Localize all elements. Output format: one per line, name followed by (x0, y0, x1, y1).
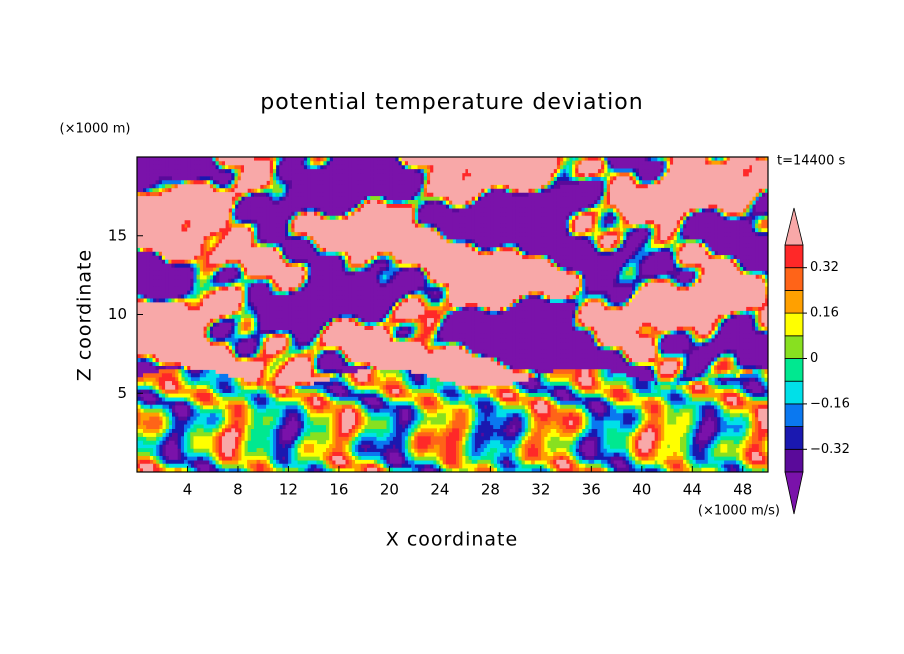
colorbar-box (784, 267, 804, 291)
x-tick-label: 48 (733, 481, 752, 499)
x-tick-label: 44 (683, 481, 702, 499)
colorbar-tick-label: 0.16 (810, 306, 839, 321)
x-axis-label: X coordinate (386, 529, 518, 551)
colorbar-box (784, 403, 804, 427)
x-tick-label: 32 (531, 481, 550, 499)
y-axis-label: Z coordinate (74, 249, 96, 381)
x-tick-label: 8 (233, 481, 243, 499)
colorbar-box (784, 312, 804, 337)
x-tick-label: 36 (582, 481, 601, 499)
contour-fill (136, 156, 769, 473)
x-tick-label: 20 (380, 481, 399, 499)
colorbar-tick-label: 0 (810, 351, 818, 366)
x-unit: (×1000 m/s) (698, 504, 780, 519)
x-tick-label: 24 (430, 481, 449, 499)
x-tick-label: 4 (183, 481, 193, 499)
colorbar-tick-label: −0.16 (810, 396, 850, 411)
colorbar-tick-label: 0.32 (810, 260, 839, 275)
chart-title: potential temperature deviation (260, 90, 643, 115)
x-tick-label: 16 (329, 481, 348, 499)
colorbar-box (784, 380, 804, 405)
x-tick-label: 12 (279, 481, 298, 499)
y-tick-label: 5 (117, 384, 127, 402)
colorbar-tick-label: −0.32 (810, 442, 850, 457)
annotation: t=14400 s (777, 154, 845, 169)
x-tick-label: 40 (632, 481, 651, 499)
colorbar-box (784, 289, 804, 314)
x-tick-label: 28 (481, 481, 500, 499)
colorbar-box (784, 448, 804, 473)
y-tick-label: 10 (108, 305, 127, 323)
colorbar-box (784, 335, 804, 359)
colorbar-top-arrow (784, 207, 804, 246)
colorbar-box (784, 426, 804, 450)
y-tick-label: 15 (108, 226, 127, 244)
colorbar-bottom-arrow (784, 471, 804, 515)
colorbar-box (784, 358, 804, 382)
colorbar-box (784, 244, 804, 269)
y-unit: (×1000 m) (60, 122, 131, 137)
